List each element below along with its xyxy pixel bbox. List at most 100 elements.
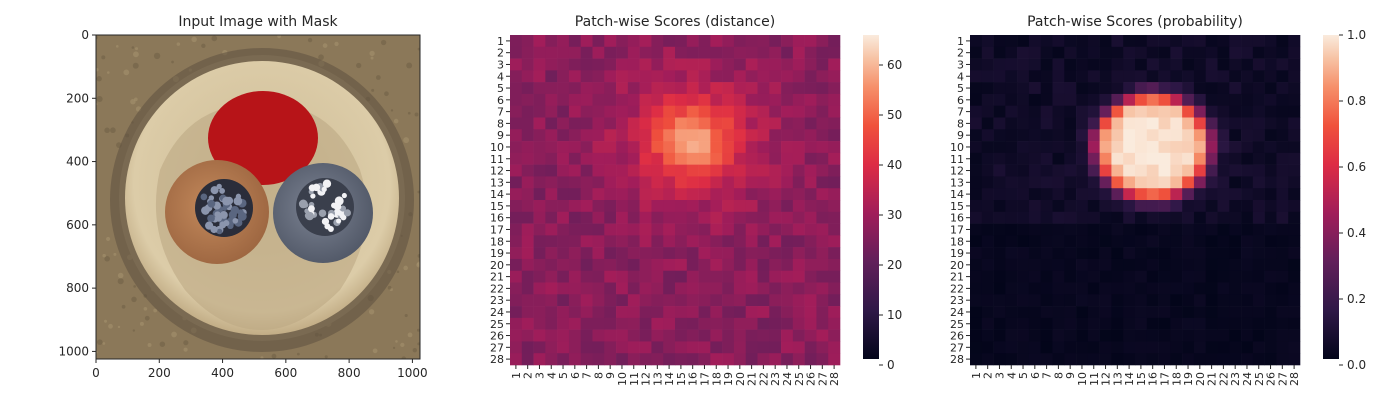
heatmap-cell	[1123, 247, 1136, 260]
heatmap-cell	[828, 152, 841, 165]
heatmap-cell	[1017, 353, 1030, 366]
heatmap-cell	[1052, 70, 1065, 83]
heatmap-cell	[1217, 294, 1230, 307]
heatmap-cell	[781, 294, 794, 307]
heatmap-cell	[816, 105, 829, 118]
heatmap-cell	[651, 294, 664, 307]
heatmap-cell	[1087, 282, 1100, 295]
heatmap-cell	[804, 294, 817, 307]
heatmap-cell	[1146, 258, 1159, 272]
heatmap-cell	[1205, 282, 1218, 295]
heatmap-cell	[1028, 58, 1042, 71]
colorbar-tick-label: 0	[887, 358, 895, 372]
heatmap-cell	[521, 270, 534, 283]
heatmap-cell	[675, 200, 688, 213]
heatmap-cell	[557, 141, 570, 154]
heatmap-cell	[828, 258, 841, 272]
heatmap-cell	[1158, 341, 1171, 354]
heatmap-cell	[1241, 211, 1254, 224]
heatmap-y-tick-label: 27	[950, 341, 964, 354]
heatmap-cell	[592, 317, 605, 330]
heatmap-cell	[1040, 341, 1053, 354]
heatmap-cell	[1205, 247, 1218, 260]
heatmap-cell	[981, 164, 994, 177]
heatmap-cell	[568, 329, 582, 342]
heatmap-cell	[1064, 270, 1077, 283]
heatmap-cell	[568, 258, 582, 272]
heatmap-cell	[675, 105, 688, 118]
heatmap-cell	[1217, 306, 1230, 319]
heatmap-cell	[557, 258, 570, 272]
heatmap-cell	[804, 235, 817, 248]
heatmap-cell	[804, 129, 817, 142]
heatmap-cell	[1064, 317, 1077, 330]
heatmap-cell	[1252, 223, 1265, 236]
heatmap-cell	[769, 200, 782, 213]
heatmap-cell	[769, 141, 782, 154]
heatmap-cell	[580, 329, 593, 342]
heatmap-cell	[792, 294, 805, 307]
heatmap-cell	[733, 294, 747, 307]
heatmap-cell	[592, 117, 605, 130]
heatmap-x-tick-label: 15	[675, 372, 688, 386]
heatmap-cell	[533, 70, 546, 83]
heatmap-cell	[1135, 294, 1148, 307]
heatmap-cell	[1288, 82, 1301, 95]
heatmap-cell	[580, 317, 593, 330]
heatmap-cell	[1087, 235, 1100, 248]
heatmap-cell	[533, 58, 546, 71]
heatmap-cell	[970, 82, 983, 95]
heatmap-cell	[604, 35, 617, 48]
heatmap-cell	[792, 46, 805, 59]
heatmap-cell	[769, 270, 782, 283]
heatmap-cell	[627, 82, 640, 95]
heatmap-cell	[698, 247, 711, 260]
heatmap-cell	[698, 70, 711, 83]
heatmap-cell	[627, 105, 640, 118]
heatmap-cell	[981, 200, 994, 213]
heatmap-cell	[781, 211, 794, 224]
panel-distance-heatmap: Patch-wise Scores (distance) 12345678910…	[490, 14, 902, 386]
heatmap-cell	[1064, 294, 1077, 307]
heatmap-cell	[1099, 353, 1112, 366]
heatmap-cell	[639, 235, 652, 248]
heatmap-cell	[710, 341, 723, 354]
heatmap-cell	[710, 70, 723, 83]
heatmap-y-tick-label: 28	[950, 353, 964, 366]
heatmap-cell	[533, 141, 546, 154]
heatmap-cell	[745, 341, 758, 354]
heatmap-cell	[1158, 223, 1171, 236]
heatmap-cell	[1182, 129, 1195, 142]
heatmap-x-tick-label: 8	[592, 372, 605, 379]
heatmap-cell	[1111, 129, 1124, 142]
heatmap-cell	[604, 82, 617, 95]
heatmap-cell	[1076, 341, 1089, 354]
heatmap-x-tick-label: 20	[734, 372, 747, 386]
heatmap-cell	[639, 35, 652, 48]
heatmap-cell	[981, 176, 994, 189]
heatmap-cell	[651, 211, 664, 224]
heatmap-cell	[1193, 270, 1207, 283]
heatmap-cell	[970, 211, 983, 224]
heatmap-x-tick-label: 24	[1241, 372, 1254, 386]
heatmap-cell	[722, 258, 735, 272]
heatmap-cell	[521, 70, 534, 83]
heatmap-cell	[722, 353, 735, 366]
heatmap-cell	[1135, 211, 1148, 224]
heatmap-cell	[1087, 176, 1100, 189]
heatmap-cell	[627, 58, 640, 71]
heatmap-cell	[639, 141, 652, 154]
heatmap-x-tick-label: 25	[793, 372, 806, 386]
heatmap-cell	[1052, 35, 1065, 48]
heatmap-cell	[592, 82, 605, 95]
heatmap-cell	[604, 105, 617, 118]
heatmap-cell	[604, 211, 617, 224]
heatmap-cell	[1146, 117, 1159, 130]
heatmap-cell	[1111, 117, 1124, 130]
heatmap-cell	[698, 105, 711, 118]
heatmap-cell	[639, 117, 652, 130]
heatmap-cell	[1099, 105, 1112, 118]
heatmap-cell	[1146, 152, 1159, 165]
heatmap-cell	[639, 129, 652, 142]
heatmap-cell	[816, 164, 829, 177]
